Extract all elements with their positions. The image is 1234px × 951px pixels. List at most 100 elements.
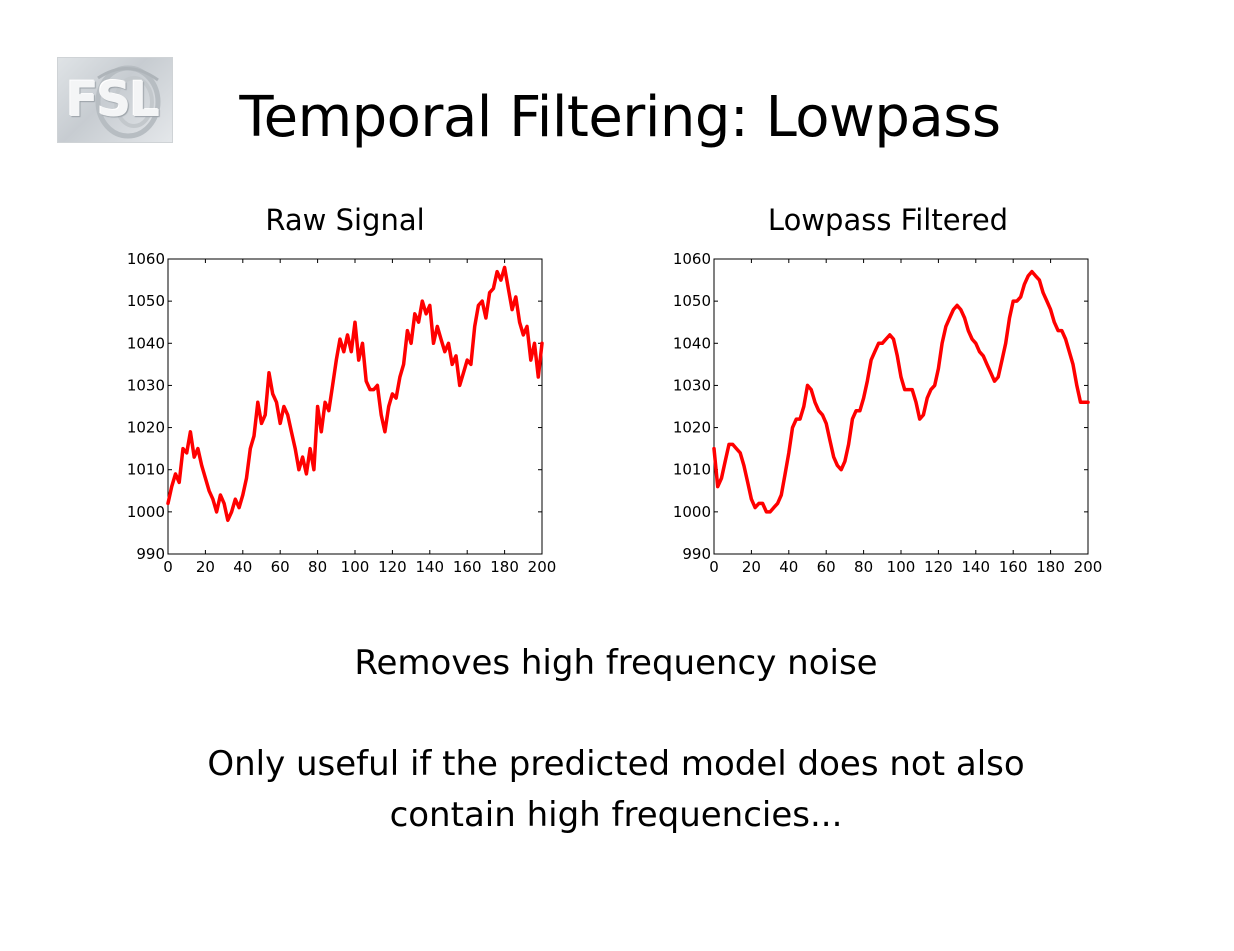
raw-signal-data-point: [530, 359, 532, 361]
lowpass-filtered-x-tick-label: 200: [1074, 558, 1103, 576]
lowpass-filtered-data-point: [975, 342, 977, 345]
raw-signal-data-point: [522, 334, 525, 336]
raw-signal-data-point: [193, 456, 195, 458]
fsl-logo: FSL: [57, 57, 173, 143]
raw-signal-data-point: [537, 376, 540, 378]
raw-signal-data-point: [223, 502, 225, 505]
raw-signal-data-point: [212, 498, 214, 500]
lowpass-filtered-chart: 0 20 40 60 80 100 120 140 160 180 200 990 1000 1010 10…: [673, 250, 1103, 576]
lowpass-filtered-data-point: [713, 447, 715, 450]
lowpass-filtered-y-tick-label: 1010: [673, 461, 711, 479]
lowpass-filtered-data-point: [716, 485, 719, 488]
raw-signal-data-point: [305, 473, 308, 475]
lowpass-filtered-data-point: [731, 443, 734, 446]
lowpass-filtered-data-point: [922, 414, 925, 416]
raw-signal-data-point: [462, 372, 465, 374]
raw-signal-data-point: [361, 342, 364, 345]
raw-signal-data-point: [189, 431, 192, 433]
raw-signal-data-point: [197, 447, 199, 450]
raw-signal-data-point: [219, 494, 222, 496]
lowpass-filtered-data-point: [806, 384, 809, 387]
raw-signal-data-point: [245, 477, 248, 479]
lowpass-filtered-y-tick-label: 1030: [673, 376, 711, 394]
raw-signal-data-point: [174, 473, 177, 475]
raw-signal-data-point: [167, 502, 169, 505]
lowpass-filtered-data-point: [743, 464, 745, 467]
raw-signal-data-point: [485, 317, 487, 319]
lowpass-filtered-data-point: [907, 388, 910, 391]
raw-signal-data-point: [447, 342, 450, 345]
raw-signal-data-point: [533, 342, 536, 345]
raw-signal-data-point: [339, 338, 341, 340]
raw-signal-data-point: [402, 363, 405, 366]
lowpass-filtered-data-point: [885, 338, 887, 340]
raw-signal-data-point: [182, 447, 184, 450]
lowpass-filtered-data-point: [761, 502, 764, 505]
raw-signal-x-tick-label: 0: [163, 558, 173, 576]
logo-swirl-graphic: [95, 65, 161, 139]
lowpass-filtered-data-point: [728, 443, 730, 446]
lowpass-filtered-data-point: [874, 350, 876, 353]
lowpass-filtered-data-point: [859, 409, 861, 412]
raw-signal-data-point: [477, 304, 480, 307]
lowpass-filtered-x-tick-label: 160: [999, 558, 1028, 576]
lowpass-filtered-data-point: [814, 401, 816, 404]
lowpass-filtered-data-point: [1008, 317, 1011, 319]
lowpass-filtered-data-point: [990, 372, 992, 374]
raw-signal-y-tick-label: 1060: [127, 250, 165, 268]
raw-signal-data-point: [178, 481, 180, 484]
lowpass-filtered-data-point: [937, 367, 940, 370]
raw-signal-x-tick-label: 80: [308, 558, 327, 576]
lowpass-filtered-data-point: [870, 359, 872, 361]
raw-signal-data-point: [507, 287, 510, 290]
raw-signal-data-point: [331, 384, 334, 387]
lowpass-filtered-data-point: [769, 511, 771, 513]
lowpass-filtered-data-point: [735, 447, 738, 450]
raw-signal-data-point: [238, 506, 240, 509]
raw-signal-y-tick-label: 1040: [127, 334, 165, 352]
lowpass-filtered-x-tick-label: 60: [817, 558, 836, 576]
raw-signal-data-point: [260, 422, 263, 425]
lowpass-filtered-data-point: [915, 401, 917, 404]
raw-signal-x-tick-label: 160: [453, 558, 482, 576]
raw-signal-data-point: [242, 494, 244, 496]
raw-signal-data-point: [268, 372, 270, 374]
raw-signal-data-point: [343, 350, 345, 353]
lowpass-filtered-data-point: [780, 494, 783, 496]
raw-signal-data-point: [440, 338, 442, 340]
raw-signal-data-point: [481, 300, 484, 302]
raw-signal-data-point: [313, 468, 315, 471]
raw-signal-data-point: [215, 511, 218, 513]
raw-signal-data-point: [421, 300, 424, 302]
lowpass-filtered-data-point: [952, 308, 955, 311]
lowpass-filtered-data-point: [1053, 321, 1056, 323]
lowpass-filtered-data-point: [817, 409, 820, 412]
lowpass-filtered-data-point: [750, 498, 753, 500]
lowpass-filtered-data-point: [1079, 401, 1082, 404]
lowpass-filtered-data-point: [1076, 384, 1078, 387]
raw-signal-data-point: [414, 313, 416, 315]
raw-signal-x-tick-label: 60: [271, 558, 290, 576]
raw-signal-data-point: [380, 414, 383, 416]
lowpass-filtered-data-point: [889, 334, 891, 336]
lowpass-filtered-data-point: [918, 418, 921, 420]
raw-signal-x-tick-label: 100: [341, 558, 370, 576]
lowpass-filtered-data-point: [986, 363, 988, 366]
lowpass-filtered-data-point: [739, 452, 741, 454]
body-text-line-1: Removes high frequency noise: [354, 643, 878, 683]
lowpass-filtered-data-point: [1087, 401, 1089, 404]
raw-signal-data-point: [354, 321, 356, 323]
raw-signal-data-point: [384, 431, 386, 433]
lowpass-filtered-data-point: [746, 481, 749, 484]
raw-signal-data-point: [286, 414, 289, 416]
lowpass-filtered-data-point: [993, 380, 996, 382]
raw-signal-data-point: [227, 519, 229, 522]
lowpass-filtered-data-point: [1061, 329, 1063, 332]
raw-signal-data-point: [541, 342, 543, 345]
raw-signal-data-point: [406, 329, 409, 332]
lowpass-filtered-data-point: [911, 388, 913, 391]
lowpass-filtered-data-point: [1016, 300, 1018, 302]
lowpass-filtered-data-point: [758, 502, 760, 505]
raw-signal-y-tick-label: 1000: [127, 503, 165, 521]
raw-signal-x-tick-label: 20: [196, 558, 215, 576]
